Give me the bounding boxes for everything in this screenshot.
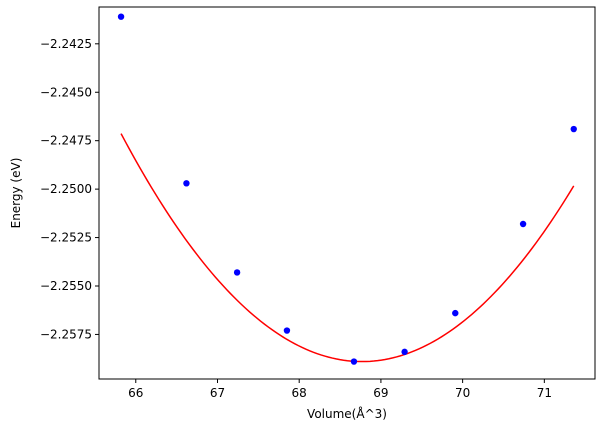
data-point (452, 309, 459, 317)
y-axis-label: Energy (eV) (9, 158, 23, 229)
y-tick-label: −2.2425 (40, 37, 92, 51)
data-point (283, 327, 291, 334)
x-tick-label: 67 (210, 386, 225, 400)
x-tick-label: 69 (373, 386, 388, 400)
x-tick-label: 68 (292, 386, 307, 400)
x-axis-ticks: 66 67 68 69 70 71 (128, 379, 552, 400)
data-point (401, 348, 408, 356)
x-tick-label: 70 (455, 386, 470, 400)
plot-area (98, 6, 596, 380)
y-tick-label: −2.2450 (40, 85, 92, 99)
data-point (117, 13, 125, 20)
y-tick-label: −2.2475 (40, 134, 92, 148)
y-axis-ticks: −2.2425 −2.2450 −2.2475 −2.2500 −2.2525 −2.25… (40, 37, 99, 341)
x-tick-label: 71 (537, 386, 552, 400)
data-point (183, 180, 190, 187)
data-point (350, 358, 358, 365)
plot-frame (98, 6, 596, 380)
x-axis-label: Volume(Å^3) (307, 406, 387, 421)
y-tick-label: −2.2575 (40, 327, 92, 341)
data-point (570, 125, 577, 133)
y-tick-label: −2.2500 (40, 182, 92, 196)
data-points (117, 13, 577, 365)
data-point (233, 269, 241, 276)
x-tick-label: 66 (128, 386, 143, 400)
y-tick-label: −2.2525 (40, 231, 92, 245)
fit-curve (120, 133, 575, 363)
y-tick-label: −2.2550 (40, 279, 92, 293)
data-point (519, 220, 527, 228)
